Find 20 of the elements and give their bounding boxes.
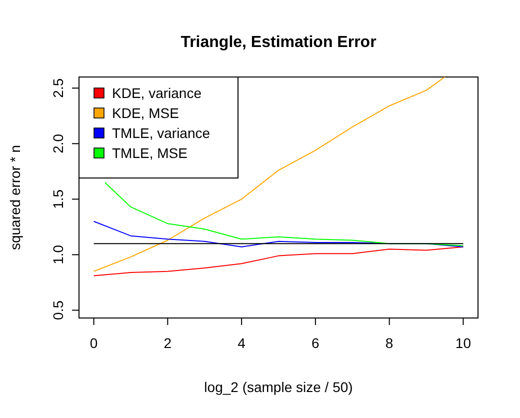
legend-label: TMLE, MSE bbox=[112, 145, 188, 161]
y-tick-label: 2.5 bbox=[50, 78, 66, 98]
line-series bbox=[93, 246, 464, 276]
x-tick-label: 0 bbox=[90, 335, 98, 351]
x-tick-label: 2 bbox=[164, 335, 172, 351]
y-tick-label: 0.5 bbox=[50, 300, 66, 320]
y-tick-label: 1.5 bbox=[50, 189, 66, 209]
chart-title: Triangle, Estimation Error bbox=[180, 34, 376, 51]
line-series bbox=[93, 77, 446, 272]
x-tick-label: 4 bbox=[238, 335, 246, 351]
y-tick-label: 1.0 bbox=[50, 244, 66, 264]
legend-label: KDE, variance bbox=[112, 85, 202, 101]
legend-label: KDE, MSE bbox=[112, 105, 179, 121]
x-tick-label: 10 bbox=[455, 335, 472, 351]
x-axis-title: log_2 (sample size / 50) bbox=[204, 379, 353, 395]
legend-label: TMLE, variance bbox=[112, 125, 210, 141]
y-axis-title: squared error * n bbox=[7, 144, 23, 250]
x-tick-label: 8 bbox=[385, 335, 394, 351]
x-tick-label: 6 bbox=[312, 335, 320, 351]
y-tick-label: 2.0 bbox=[50, 134, 66, 154]
